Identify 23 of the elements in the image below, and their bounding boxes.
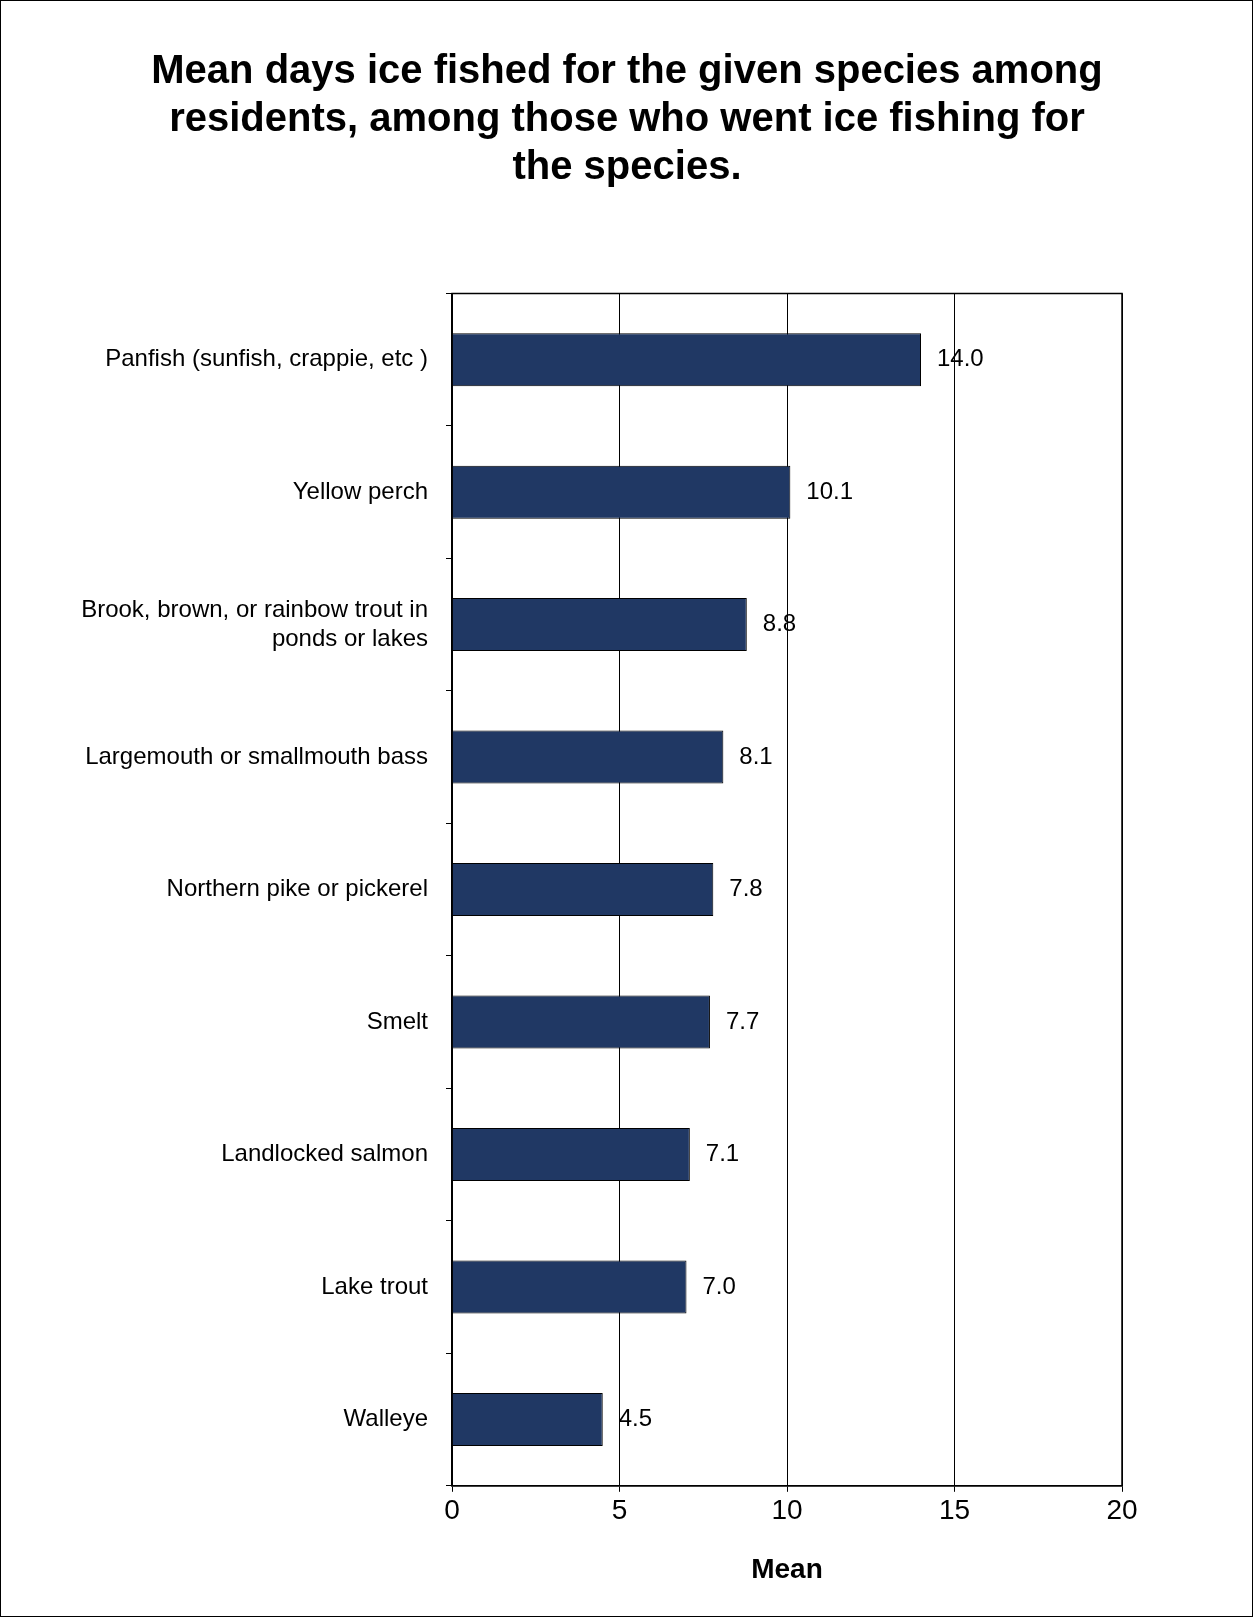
y-tick-label: Lake trout — [321, 1271, 429, 1299]
y-tick-label: Landlocked salmon — [221, 1139, 428, 1167]
x-tick-label: 5 — [611, 1494, 628, 1526]
x-tick-label: 20 — [1106, 1494, 1138, 1526]
data-label: 7.7 — [725, 1006, 760, 1034]
y-tick-label: Brook, brown, or rainbow trout in ponds or lakes — [81, 594, 428, 651]
chart-title: Mean days ice fished for the given species among residents, among those who went ice fishing for the species. — [151, 46, 1103, 189]
x-tick-label: 15 — [938, 1494, 971, 1526]
y-tick-label: Yellow perch — [292, 476, 428, 504]
y-tick-label: Panfish (sunfish, crappie, etc ) — [105, 344, 428, 372]
data-label: 4.5 — [618, 1404, 653, 1432]
y-tick-label: Northern pike or pickerel — [166, 874, 428, 902]
data-label: 7.8 — [729, 874, 763, 902]
y-tick-label: Largemouth or smallmouth bass — [85, 741, 428, 769]
y-tick-label: Smelt — [366, 1006, 429, 1034]
data-label: 8.1 — [739, 741, 773, 769]
data-label: 10.1 — [806, 476, 854, 504]
y-tick-label: Walleye — [343, 1404, 428, 1432]
x-tick-label: 10 — [771, 1494, 803, 1526]
data-label: 7.1 — [705, 1139, 740, 1167]
x-tick-label: 0 — [444, 1494, 460, 1526]
data-label: 7.0 — [702, 1271, 736, 1299]
x-axis-title: Mean — [751, 1552, 823, 1584]
